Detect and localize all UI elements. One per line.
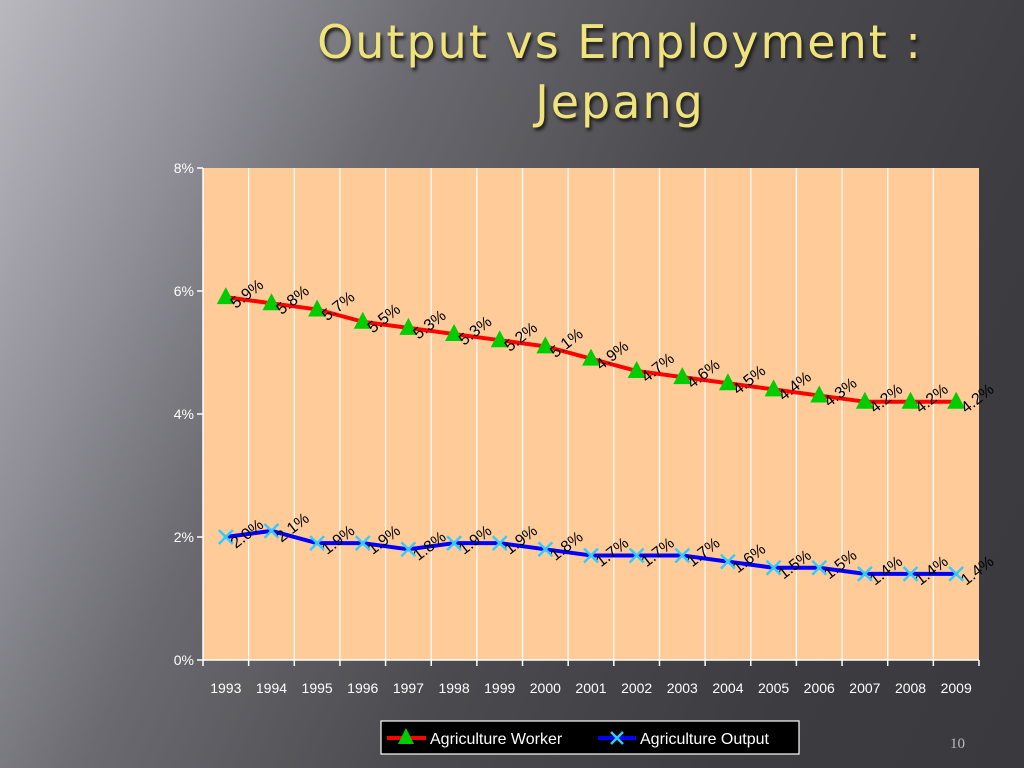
data-point-agriculture-worker	[627, 360, 646, 378]
data-point-agriculture-worker	[582, 348, 600, 366]
data-point-agriculture-output	[263, 522, 280, 539]
title-line-1: Output vs Employment :	[317, 15, 923, 69]
x-tick-label: 2006	[804, 680, 835, 696]
data-point-agriculture-output	[856, 566, 873, 582]
x-tick-label: 2000	[530, 680, 561, 696]
data-point-agriculture-output	[948, 566, 965, 582]
data-point-agriculture-worker	[718, 373, 737, 391]
x-tick-label: 1994	[256, 680, 287, 696]
x-tick-label: 1997	[393, 680, 424, 696]
x-tick-label: 1999	[484, 680, 515, 696]
data-point-agriculture-worker	[855, 391, 874, 409]
data-point-agriculture-worker	[216, 287, 235, 305]
data-point-agriculture-worker	[262, 293, 281, 311]
legend-box	[380, 720, 800, 755]
y-tick-label: 2%	[174, 529, 194, 545]
x-tick-label: 1998	[438, 680, 469, 696]
y-tick-label: 6%	[174, 283, 194, 299]
x-tick-label: 1996	[347, 680, 378, 696]
data-point-agriculture-worker	[399, 317, 418, 335]
x-tick-label: 1995	[302, 680, 333, 696]
data-point-agriculture-worker	[947, 391, 966, 409]
data-point-agriculture-output	[674, 547, 691, 564]
slide-title: Output vs Employment : Jepang	[240, 12, 1000, 132]
legend-marker-agriculture-worker	[398, 728, 414, 744]
data-point-agriculture-output	[811, 559, 828, 576]
legend: Agriculture Worker Agriculture Output	[380, 720, 800, 755]
x-tick-label: 2002	[621, 680, 652, 696]
data-point-agriculture-output	[628, 547, 645, 564]
x-tick-label: 2005	[758, 680, 789, 696]
y-tick-label: 0%	[174, 652, 194, 668]
data-point-agriculture-output	[537, 541, 554, 558]
data-point-agriculture-output	[354, 535, 371, 552]
data-point-agriculture-output	[217, 529, 234, 545]
legend-marker-agriculture-output	[610, 731, 624, 745]
data-point-agriculture-output	[583, 547, 599, 564]
data-point-agriculture-output	[400, 541, 417, 558]
data-point-agriculture-output	[765, 559, 782, 576]
legend-label-agriculture-output: Agriculture Output	[640, 731, 770, 748]
legend-label-agriculture-worker: Agriculture Worker	[430, 731, 563, 748]
data-point-agriculture-worker	[445, 324, 464, 342]
data-point-agriculture-output	[491, 535, 508, 552]
y-tick-label: 4%	[174, 406, 194, 422]
data-point-agriculture-output	[309, 535, 326, 552]
x-tick-label: 2007	[849, 680, 880, 696]
data-point-agriculture-worker	[673, 367, 692, 385]
x-tick-label: 2001	[575, 680, 606, 696]
data-point-agriculture-output	[720, 553, 736, 570]
x-tick-label: 1993	[210, 680, 241, 696]
data-point-agriculture-worker	[490, 330, 509, 348]
data-point-agriculture-worker	[901, 391, 920, 409]
data-point-agriculture-worker	[764, 379, 783, 397]
page-number: 10	[950, 736, 965, 752]
x-tick-label: 2008	[895, 680, 926, 696]
data-point-agriculture-worker	[536, 336, 555, 354]
data-point-agriculture-worker	[353, 311, 372, 329]
x-tick-label: 2003	[667, 680, 698, 696]
x-tick-label: 2009	[941, 680, 972, 696]
title-line-2: Jepang	[535, 75, 705, 129]
x-tick-label: 2004	[712, 680, 743, 696]
data-point-agriculture-output	[446, 535, 462, 552]
data-point-agriculture-worker	[810, 385, 829, 403]
data-point-agriculture-worker	[308, 299, 327, 317]
plot-area	[203, 168, 979, 660]
y-tick-label: 8%	[174, 160, 194, 176]
data-point-agriculture-output	[902, 566, 919, 582]
